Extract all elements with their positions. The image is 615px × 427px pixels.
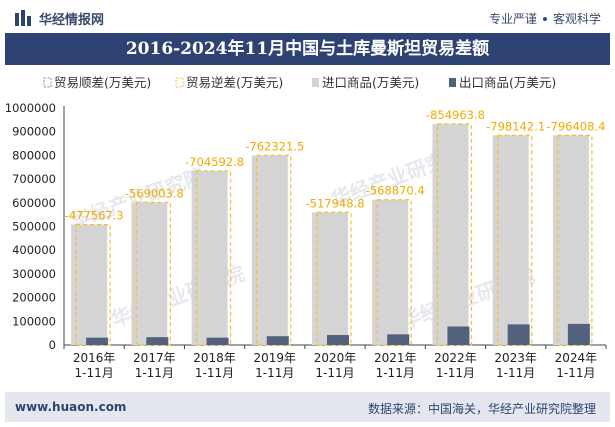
legend-label: 贸易顺差(万美元) xyxy=(54,75,151,90)
x-tick-label: 1-11月 xyxy=(376,366,415,380)
import-bar xyxy=(552,135,589,345)
export-bar xyxy=(387,334,410,345)
export-bar xyxy=(206,337,229,345)
top-bar: 华经情报网 专业严谨 客观科学 xyxy=(0,0,615,33)
legend-label: 进口商品(万美元) xyxy=(322,75,419,90)
legend-swatch-import xyxy=(312,78,319,87)
import-bar xyxy=(251,155,288,345)
data-label: -477567.3 xyxy=(65,209,124,223)
x-tick-label: 2020年 xyxy=(314,351,357,365)
slogan-right: 客观科学 xyxy=(552,12,601,26)
export-bar xyxy=(146,337,169,345)
import-bar xyxy=(312,212,348,345)
y-tick-label: 900000 xyxy=(12,125,56,139)
data-label: -796408.4 xyxy=(546,119,605,133)
x-tick-label: 1-11月 xyxy=(436,366,475,380)
x-tick-label: 2022年 xyxy=(434,351,477,365)
legend-label: 贸易逆差(万美元) xyxy=(186,75,283,90)
footer-site[interactable]: www.huaon.com xyxy=(15,400,127,414)
data-label: -762321.5 xyxy=(245,139,304,153)
footer-source: 数据来源：中国海关，华经产业研究院整理 xyxy=(367,402,596,416)
legend-label: 出口商品(万美元) xyxy=(459,75,556,90)
x-tick-label: 1-11月 xyxy=(496,366,535,380)
x-tick-label: 1-11月 xyxy=(556,366,595,380)
x-tick-label: 2024年 xyxy=(555,351,598,365)
data-label: -517948.8 xyxy=(305,196,364,210)
import-bar xyxy=(432,123,469,345)
import-bar xyxy=(492,135,529,345)
export-bar xyxy=(327,335,349,345)
legend-swatch-surplus xyxy=(43,77,52,88)
y-tick-label: 300000 xyxy=(12,267,56,281)
import-bar xyxy=(372,199,409,345)
x-tick-label: 1-11月 xyxy=(195,366,234,380)
chart: 华经产业研究院华经产业研究院华经产业研究院华经产业研究院贸易顺差(万美元)贸易逆… xyxy=(5,75,607,380)
export-bar xyxy=(266,336,289,345)
import-bar xyxy=(131,202,168,345)
export-bar xyxy=(447,326,470,345)
separator-dot xyxy=(542,16,547,21)
x-tick-label: 2017年 xyxy=(133,351,176,365)
x-tick-label: 2016年 xyxy=(73,351,116,365)
data-label: -569003.8 xyxy=(125,186,184,200)
y-tick-label: 0 xyxy=(49,338,56,352)
x-tick-label: 1-11月 xyxy=(74,366,113,380)
x-tick-label: 2019年 xyxy=(254,351,297,365)
y-tick-label: 100000 xyxy=(12,314,56,328)
data-label: -798142.1 xyxy=(486,119,545,133)
deficit-bar xyxy=(436,123,473,346)
legend-swatch-deficit xyxy=(175,77,184,88)
x-tick-label: 2023年 xyxy=(494,351,537,365)
import-bar xyxy=(71,224,108,345)
data-label: -704592.8 xyxy=(185,155,244,169)
deficit-bar xyxy=(135,201,171,346)
y-tick-label: 600000 xyxy=(12,196,56,210)
y-tick-label: 500000 xyxy=(12,220,56,234)
legend-swatch-export xyxy=(449,78,456,87)
import-bar xyxy=(191,170,228,345)
y-tick-label: 700000 xyxy=(12,172,56,186)
y-tick-label: 1000000 xyxy=(5,101,56,115)
x-tick-label: 2021年 xyxy=(374,351,417,365)
x-tick-label: 1-11月 xyxy=(135,366,174,380)
x-tick-label: 2018年 xyxy=(193,351,236,365)
x-tick-label: 1-11月 xyxy=(315,366,354,380)
x-tick-label: 1-11月 xyxy=(255,366,294,380)
export-bar xyxy=(86,337,109,345)
y-tick-label: 800000 xyxy=(12,148,56,162)
chart-title: 2016-2024年11月中国与土库曼斯坦贸易差额 xyxy=(5,33,610,65)
logo-icon xyxy=(15,10,31,26)
export-bar xyxy=(567,323,590,345)
footer: www.huaon.com 数据来源：中国海关，华经产业研究院整理 xyxy=(5,392,610,422)
brand-name: 华经情报网 xyxy=(39,13,105,28)
slogan-left: 专业严谨 xyxy=(488,12,537,26)
y-tick-label: 400000 xyxy=(12,243,56,257)
data-label: -854963.8 xyxy=(426,108,485,122)
slogan: 专业严谨 客观科学 xyxy=(489,10,601,27)
data-label: -568870.4 xyxy=(366,184,425,198)
y-tick-label: 200000 xyxy=(12,291,56,305)
export-bar xyxy=(507,324,530,345)
